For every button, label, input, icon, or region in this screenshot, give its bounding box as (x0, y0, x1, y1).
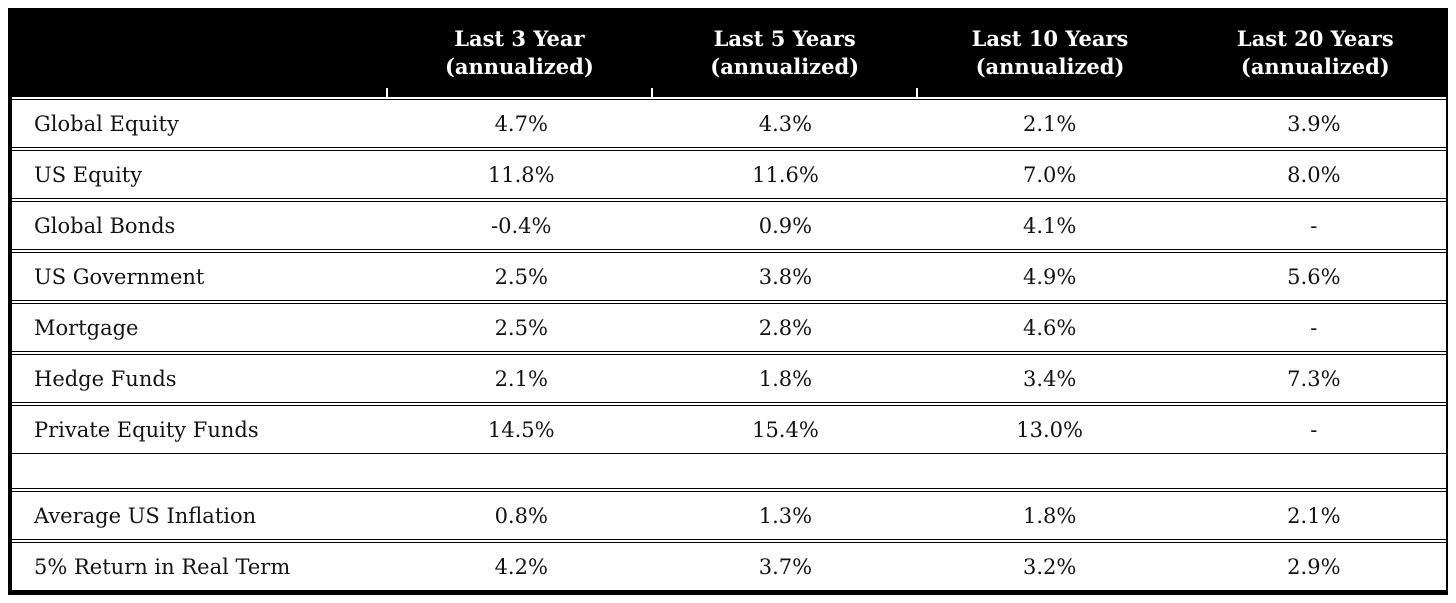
value-cell: 7.0% (1022, 162, 1077, 187)
value-cell: 1.8% (758, 366, 813, 391)
value-cell: 1.3% (758, 503, 813, 528)
value-cell: 3.8% (758, 264, 813, 289)
table-row: Hedge Funds 2.1% 1.8% 3.4% 7.3% (12, 354, 1446, 403)
value-cell: 2.1% (1022, 111, 1077, 136)
column-divider-tick (916, 88, 919, 97)
table-row: Private Equity Funds 14.5% 15.4% 13.0% - (12, 405, 1446, 454)
value-cell: - (1310, 417, 1318, 442)
value-cell: - (1310, 213, 1318, 238)
column-header-label: Last 5 Years (annualized) (710, 25, 860, 79)
column-divider-tick (385, 88, 388, 97)
table-row: US Equity 11.8% 11.6% 7.0% 8.0% (12, 150, 1446, 199)
value-cell: 14.5% (487, 417, 555, 442)
value-cell: - (1310, 315, 1318, 340)
row-label: Mortgage (34, 315, 139, 340)
column-header-label: Last 20 Years (annualized) (1236, 25, 1394, 79)
value-cell: -0.4% (491, 213, 552, 238)
value-cell: 15.4% (752, 417, 819, 442)
column-header: Last 5 Years (annualized) (651, 8, 917, 97)
table-row: Global Bonds -0.4% 0.9% 4.1% - (12, 201, 1446, 250)
column-header-label: Last 10 Years (annualized) (971, 25, 1129, 79)
row-label: US Equity (34, 162, 143, 187)
value-cell: 4.3% (758, 111, 813, 136)
value-cell: 4.6% (1022, 315, 1077, 340)
value-cell: 11.8% (487, 162, 555, 187)
value-cell: 8.0% (1287, 162, 1341, 187)
table-row: US Government 2.5% 3.8% 4.9% 5.6% (12, 252, 1446, 301)
row-label: 5% Return in Real Term (34, 554, 291, 579)
value-cell: 7.3% (1287, 366, 1341, 391)
column-header: Last 10 Years (annualized) (916, 8, 1182, 97)
column-header-label: Last 3 Year (annualized) (444, 25, 594, 79)
row-label: Global Equity (34, 111, 179, 136)
row-label: US Government (34, 264, 205, 289)
value-cell: 2.8% (758, 315, 813, 340)
value-cell: 5.6% (1287, 264, 1341, 289)
value-cell: 3.2% (1022, 554, 1077, 579)
value-cell: 0.9% (758, 213, 813, 238)
row-label: Global Bonds (34, 213, 176, 238)
table-row: Average US Inflation 0.8% 1.3% 1.8% 2.1% (12, 491, 1446, 540)
value-cell: 0.8% (494, 503, 548, 528)
table-body: Global Equity 4.7% 4.3% 2.1% 3.9% US Equity 11… (8, 97, 1448, 595)
spacer-row (12, 456, 1446, 489)
value-cell: 2.1% (494, 366, 548, 391)
table-row: 5% Return in Real Term 4.2% 3.7% 3.2% 2.9% (12, 542, 1446, 591)
row-label: Average US Inflation (34, 503, 257, 528)
value-cell: 13.0% (1016, 417, 1083, 442)
table-header-row: Last 3 Year (annualized) Last 5 Years (an… (8, 8, 1448, 97)
value-cell: 3.4% (1022, 366, 1077, 391)
column-divider-tick (651, 88, 654, 97)
value-cell: 11.6% (752, 162, 819, 187)
column-header: Last 20 Years (annualized) (1183, 8, 1448, 97)
value-cell: 1.8% (1022, 503, 1077, 528)
value-cell: 2.5% (494, 315, 548, 340)
value-cell: 4.2% (494, 554, 548, 579)
column-header: Last 3 Year (annualized) (385, 8, 652, 97)
value-cell: 4.7% (494, 111, 548, 136)
table-row: Global Equity 4.7% 4.3% 2.1% 3.9% (12, 99, 1446, 148)
value-cell: 4.9% (1022, 264, 1077, 289)
row-label-column-header (8, 8, 387, 97)
row-label: Hedge Funds (34, 366, 177, 391)
row-label: Private Equity Funds (34, 417, 259, 442)
table-row: Mortgage 2.5% 2.8% 4.6% - (12, 303, 1446, 352)
value-cell: 2.5% (494, 264, 548, 289)
value-cell: 2.1% (1287, 503, 1341, 528)
value-cell: 2.9% (1287, 554, 1341, 579)
returns-table: Last 3 Year (annualized) Last 5 Years (an… (8, 8, 1448, 595)
value-cell: 3.9% (1287, 111, 1341, 136)
value-cell: 3.7% (758, 554, 813, 579)
value-cell: 4.1% (1022, 213, 1077, 238)
